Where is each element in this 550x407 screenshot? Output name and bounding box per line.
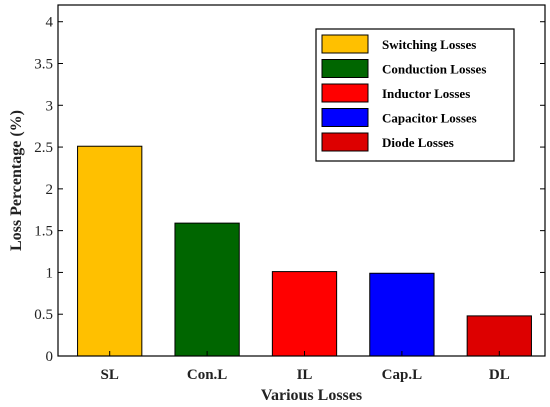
y-axis-title: Loss Percentage (%) xyxy=(8,110,25,251)
legend-swatch xyxy=(321,34,369,54)
y-tick-label: 1 xyxy=(46,265,54,281)
legend-entry: Inductor Losses xyxy=(382,86,470,101)
legend-swatch xyxy=(321,132,369,152)
y-tick-label: 0 xyxy=(46,349,54,365)
x-tick-label: Cap.L xyxy=(382,367,422,383)
x-tick-label: Con.L xyxy=(187,367,227,383)
legend: Switching Losses Conduction Losses Inducto… xyxy=(315,28,515,162)
axes-frame xyxy=(57,4,546,357)
x-axis: SL Con.L IL Cap.L DL xyxy=(101,351,510,383)
bar-il xyxy=(271,271,338,357)
legend-entry: Diode Losses xyxy=(382,135,454,150)
y-tick-label: 4 xyxy=(46,15,54,31)
legend-entry: Conduction Losses xyxy=(382,62,486,77)
legend-swatch xyxy=(321,108,369,127)
y-tick-label: 3.5 xyxy=(34,57,53,73)
bar-sl xyxy=(77,145,143,357)
legend-swatch xyxy=(321,59,369,78)
y-tick-label: 2.5 xyxy=(34,140,53,156)
y-tick-label: 1.5 xyxy=(34,224,53,240)
legend-entry: Capacitor Losses xyxy=(382,111,477,126)
bar-dl xyxy=(466,315,532,357)
y-tick-label: 3 xyxy=(46,98,54,114)
y-tick-label: 2 xyxy=(46,182,54,198)
plot-area xyxy=(77,145,532,357)
x-tick-label: DL xyxy=(489,367,510,383)
x-axis-title: Various Losses xyxy=(261,387,362,404)
x-tick-label: SL xyxy=(101,367,119,383)
x-tick-label: IL xyxy=(297,367,313,383)
bar-con-l xyxy=(174,222,240,357)
y-tick-label: 0.5 xyxy=(34,307,53,323)
y-axis: 0 0.5 1 1.5 2 2.5 3 3.5 4 xyxy=(34,15,545,365)
bar-cap-l xyxy=(369,272,435,357)
legend-entry: Switching Losses xyxy=(382,37,476,52)
legend-swatch xyxy=(321,83,369,103)
